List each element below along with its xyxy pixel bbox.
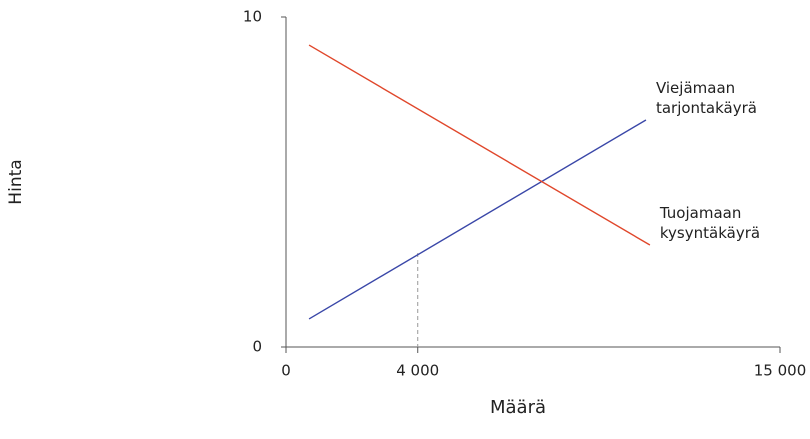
series-label: Viejämaan tarjontakäyrä [656, 78, 757, 116]
y-axis-title: Hinta [6, 159, 26, 204]
y-tick-label: 0 [252, 338, 262, 356]
x-tick-label: 0 [281, 362, 291, 380]
x-tick-label: 15 000 [754, 362, 807, 380]
y-tick-label: 10 [243, 8, 262, 26]
series-label-line: kysyntäkäyrä [660, 224, 760, 242]
series-label-line: tarjontakäyrä [656, 98, 757, 116]
series-label: Tuojamaan kysyntäkäyrä [659, 204, 760, 242]
x-axis-title: Määrä [490, 397, 546, 418]
series-label-line: Viejämaan [656, 78, 735, 96]
series-line [308, 119, 647, 320]
series-label-line: Tuojamaan [659, 204, 741, 222]
x-tick-label: 4 000 [396, 362, 439, 380]
series-line [308, 44, 651, 246]
